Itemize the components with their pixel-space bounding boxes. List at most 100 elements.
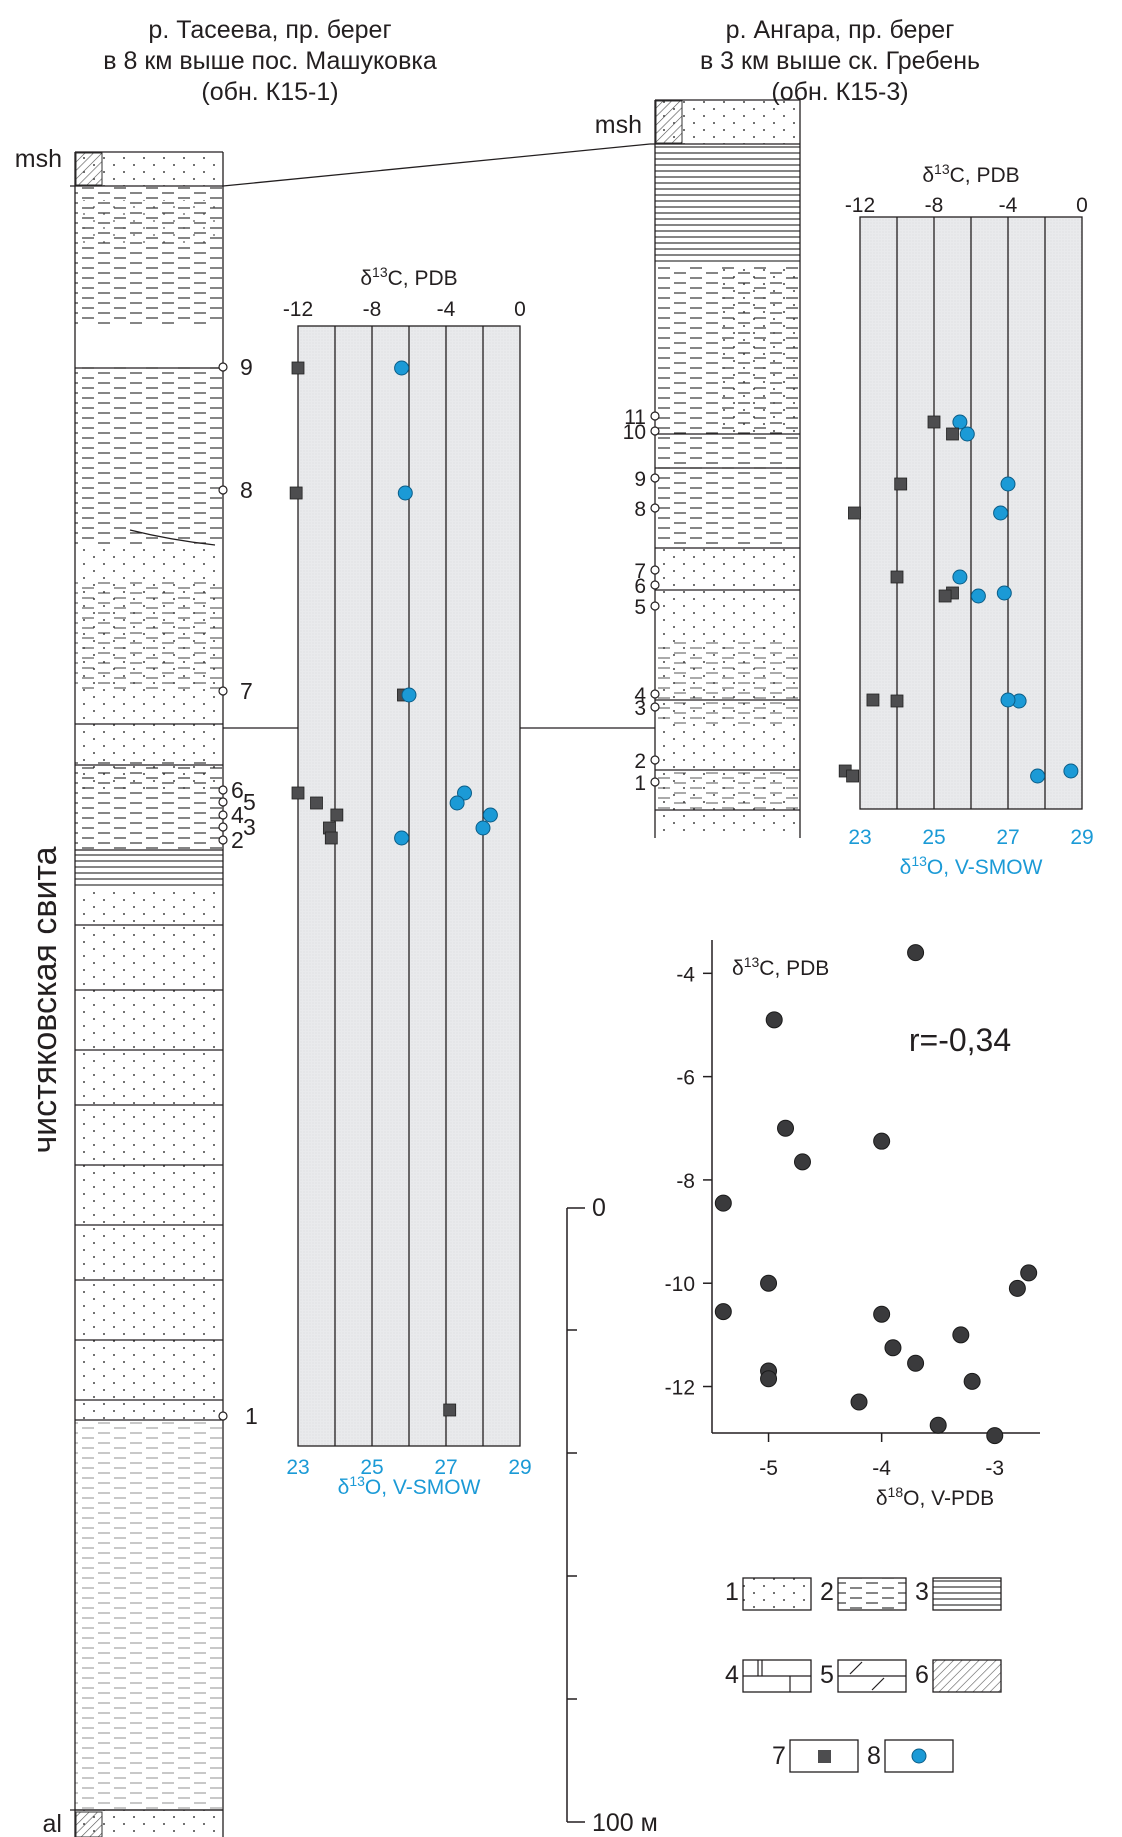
carbon-marker — [330, 808, 344, 822]
section-2-sample-marker — [650, 503, 660, 513]
s2-bed-silt-d — [655, 770, 800, 810]
section-1-sample-number: 1 — [245, 1403, 258, 1429]
section-1-title-line-3: (обн. К15-1) — [201, 78, 338, 106]
s2-bed-sand-a — [720, 264, 800, 434]
bed-silt-e — [75, 580, 223, 690]
carbon-marker — [927, 415, 941, 429]
carbon-marker — [443, 1403, 457, 1417]
scatter-y-tick-label: -8 — [676, 1170, 695, 1193]
section-1-title-line-1: р. Тасеева, пр. берег — [148, 16, 391, 44]
section-1-sample-marker — [218, 797, 228, 807]
legend-swatch-3 — [932, 1577, 1002, 1611]
s2-bed-hatched-top — [655, 100, 683, 144]
legend-num-4: 4 — [725, 1661, 739, 1689]
scatter-point — [765, 1011, 783, 1029]
panel-c-tick-label: 0 — [514, 298, 526, 321]
section-2-sample-number: 6 — [634, 575, 646, 598]
bed-hatched-bottom-block — [75, 1811, 103, 1837]
section-2-sample-number: 5 — [634, 596, 646, 619]
section-2-sample-number: 3 — [634, 697, 646, 720]
legend-num-7: 7 — [772, 1742, 786, 1770]
scatter-point — [907, 1354, 925, 1372]
oxygen-marker — [457, 785, 472, 801]
bed-mud-a — [75, 850, 223, 890]
scatter-annotation: r=-0,34 — [909, 1022, 1011, 1058]
legend-swatch-7 — [789, 1739, 859, 1773]
legend-swatch-1 — [742, 1577, 812, 1611]
scatter-point — [1020, 1264, 1038, 1282]
scatter-point — [760, 1274, 778, 1292]
scatter-y-tick-label: -12 — [665, 1377, 695, 1400]
section-2-sample-marker — [650, 689, 660, 699]
carbon-marker — [324, 831, 338, 845]
scatter-point — [929, 1416, 947, 1434]
panel-o-tick-label: 27 — [996, 826, 1019, 849]
scatter-point — [1008, 1279, 1026, 1297]
formation-label: чистяковская свита — [26, 846, 64, 1153]
carbon-marker — [894, 477, 908, 491]
scatter-point — [873, 1132, 891, 1150]
carbon-marker — [848, 506, 861, 520]
section-1-sample-marker — [218, 810, 228, 820]
oxygen-marker — [993, 505, 1009, 521]
panel-2-o-axis-title: δ13O, V-SMOW — [900, 853, 1043, 879]
carbon-marker — [890, 570, 904, 584]
scatter-point — [760, 1370, 778, 1388]
scatter-point — [777, 1119, 795, 1137]
oxygen-marker — [952, 569, 968, 585]
legend-num-5: 5 — [820, 1661, 834, 1689]
isotope-panel-2: δ13C, PDB δ13O, V-SMOW -12 -8 -4 0 23 25 27 29 — [838, 161, 1094, 879]
scale-bar-bottom-label: 100 м — [592, 1809, 658, 1837]
section-1-sample-marker — [218, 785, 228, 795]
carbon-marker — [866, 693, 880, 707]
section-1-sample-number: 9 — [240, 354, 253, 380]
panel-c-tick-label: -4 — [999, 194, 1018, 217]
section-2-sample-marker — [650, 580, 660, 590]
legend-swatch-8 — [884, 1739, 954, 1773]
panel-o-tick-label: 27 — [434, 1456, 457, 1479]
section-1-sample-marker — [218, 686, 228, 696]
panel-c-tick-label: -4 — [437, 298, 456, 321]
scatter-y-tick-label: -10 — [665, 1273, 695, 1296]
section-2-sample-marker — [650, 777, 660, 787]
oxygen-marker — [1000, 692, 1016, 708]
section-1-sample-number: 3 — [243, 814, 256, 840]
panel-1-o-axis-title: δ13O, V-SMOW — [338, 1473, 481, 1499]
legend-num-1: 1 — [725, 1578, 739, 1606]
panel-c-tick-label: -12 — [283, 298, 313, 321]
panel-o-tick-label: 29 — [1070, 826, 1093, 849]
scatter-y-tick-label: -4 — [676, 963, 695, 986]
carbon-marker — [310, 796, 323, 810]
section-1-title-line-2: в 8 км выше пос. Машуковка — [103, 47, 437, 75]
section-1-sample-number: 2 — [231, 827, 244, 853]
oxygen-marker — [1063, 763, 1079, 779]
section-2-sample-marker — [650, 601, 660, 611]
section-2-sample-marker — [650, 702, 660, 712]
section-1-sample-number: 8 — [240, 477, 253, 503]
section-2-sample-number: 7 — [634, 560, 646, 583]
scatter-point — [873, 1305, 891, 1323]
section-1-sample-marker — [218, 1411, 228, 1421]
carbon-marker — [890, 694, 904, 708]
panel-c-tick-label: -12 — [845, 194, 875, 217]
section-2-sample-marker — [650, 411, 660, 421]
section-1-top-unit-label: msh — [15, 145, 62, 173]
legend: 1 2 3 4 5 6 7 8 — [725, 1577, 1002, 1773]
oxygen-marker — [970, 588, 986, 604]
bed-sand-bottom — [75, 1810, 223, 1832]
section-2-sample-number: 8 — [634, 498, 646, 521]
panel-c-tick-label: -8 — [363, 298, 382, 321]
section-2-sample-marker — [650, 565, 660, 575]
oxygen-marker — [1030, 768, 1046, 784]
bed-silt-c — [75, 364, 223, 484]
correlation-line-top — [222, 143, 651, 187]
section-1-sample-number: 4 — [231, 802, 244, 828]
isotope-panel-1: δ13C, PDB δ13O, V-SMOW -12 -8 -4 0 23 25 27 29 — [283, 264, 532, 1499]
oxygen-marker — [394, 830, 410, 846]
scatter-x-tick-label: -4 — [872, 1457, 891, 1480]
section-1-column — [70, 151, 224, 1837]
oxygen-marker — [1000, 476, 1016, 492]
oxygen-marker — [996, 585, 1012, 601]
bed-silt-b — [75, 246, 223, 326]
